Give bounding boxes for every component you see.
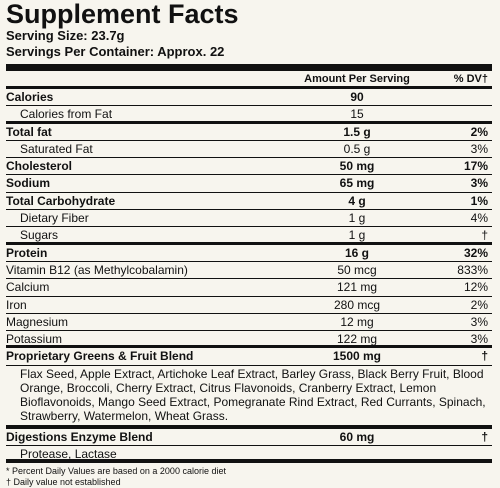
amount: 60 mg — [339, 429, 375, 444]
nutrient-name: Total fat — [6, 124, 52, 139]
nutrient-row: Calories 90 — [6, 89, 492, 107]
nutrient-name: Cholesterol — [6, 159, 73, 174]
nutrient-name: Protease, Lactase — [20, 447, 117, 462]
daily-value: 3% — [470, 314, 488, 329]
nutrient-name: Total Carbohydrate — [6, 193, 116, 208]
daily-value: 2% — [470, 297, 488, 312]
footnote: * Percent Daily Values are based on a 20… — [6, 466, 226, 477]
amount: 280 mcg — [333, 297, 381, 312]
amount: 122 mg — [336, 332, 378, 347]
amount: 1 g — [348, 211, 366, 226]
spacer — [292, 446, 422, 463]
nutrient-name: Potassium — [6, 332, 63, 347]
daily-value: 1% — [470, 193, 488, 208]
nutrient-name: Saturated Fat — [20, 141, 93, 156]
amount: 50 mcg — [337, 262, 377, 277]
footnote: † Daily value not established — [6, 477, 121, 488]
nutrient-row: Total fat 1.5 g 2% — [6, 124, 492, 141]
nutrient-name: Dietary Fiber — [20, 211, 89, 226]
amount: 4 g — [348, 193, 366, 208]
nutrient-row: Calcium 121 mg 12% — [6, 279, 492, 297]
amount: 0.5 g — [343, 141, 371, 156]
amount-header: Amount Per Serving — [304, 73, 410, 85]
title: Supplement Facts — [6, 0, 239, 29]
dv-header: % DV† — [453, 73, 488, 85]
nutrient-row: Protein 16 g 32% — [6, 245, 492, 262]
nutrient-name: Vitamin B12 (as Methylcobalamin) — [6, 262, 188, 277]
nutrient-row: Cholesterol 50 mg 17% — [6, 158, 492, 176]
nutrient-name: Digestions Enzyme Blend — [6, 429, 153, 444]
header-row: Amount Per Serving % DV† — [6, 71, 492, 89]
nutrient-name: Magnesium — [6, 314, 69, 329]
nutrient-row: Protease, Lactase — [6, 446, 492, 464]
serving-size: Serving Size: 23.7g — [6, 28, 125, 43]
nutrient-row: Magnesium 12 mg 3% — [6, 314, 492, 332]
nutrient-name: Sodium — [6, 176, 50, 191]
nutrient-row: Calories from Fat 15 — [6, 106, 492, 124]
servings-per-container: Servings Per Container: Approx. 22 — [6, 44, 225, 59]
daily-value: 32% — [463, 245, 488, 260]
nutrient-name: Iron — [6, 297, 27, 312]
nutrient-name: Calories — [6, 90, 54, 104]
nutrient-row: Digestions Enzyme Blend 60 mg † — [6, 429, 492, 447]
nutrient-row: Potassium 122 mg 3% — [6, 331, 492, 349]
daily-value: 12% — [463, 280, 488, 295]
nutrient-name: Calcium — [6, 280, 50, 295]
daily-value: 3% — [470, 141, 488, 156]
nutrient-row: Iron 280 mcg 2% — [6, 297, 492, 314]
amount: 16 g — [344, 245, 369, 260]
nutrient-name: Protein — [6, 245, 48, 260]
daily-value: 4% — [470, 211, 488, 226]
divider — [6, 64, 492, 71]
nutrient-row: Sugars 1 g † — [6, 227, 492, 245]
nutrient-row: Total Carbohydrate 4 g 1% — [6, 193, 492, 211]
amount: 1.5 g — [343, 124, 371, 139]
footnotes: * Percent Daily Values are based on a 20… — [6, 463, 492, 488]
amount: 65 mg — [339, 176, 375, 191]
nutrient-row: Vitamin B12 (as Methylcobalamin) 50 mcg 83… — [6, 262, 492, 280]
amount: 15 — [350, 107, 364, 122]
rows: Calories 90 Calories from Fat 15 Total fat 1.… — [6, 89, 492, 464]
daily-value: † — [481, 429, 488, 444]
nutrient-row: Proprietary Greens & Fruit Blend 1500 mg † — [6, 348, 492, 366]
amount: 90 — [350, 90, 364, 104]
nutrient-row: Dietary Fiber 1 g 4% — [6, 210, 492, 228]
daily-value: 2% — [470, 124, 488, 139]
daily-value: 3% — [470, 176, 488, 191]
amount: 1500 mg — [332, 349, 382, 364]
daily-value: 17% — [463, 159, 488, 174]
amount: 1 g — [348, 228, 366, 243]
daily-value: † — [481, 228, 488, 243]
daily-value: 3% — [470, 332, 488, 347]
nutrient-row: Saturated Fat 0.5 g 3% — [6, 141, 492, 159]
nutrient-row: Sodium 65 mg 3% — [6, 175, 492, 193]
amount: 50 mg — [339, 159, 375, 174]
nutrient-name: Proprietary Greens & Fruit Blend — [6, 349, 194, 364]
daily-value: 833% — [457, 262, 488, 277]
daily-value: † — [481, 349, 488, 364]
nutrient-name: Sugars — [20, 228, 59, 243]
amount: 12 mg — [340, 314, 374, 329]
amount: 121 mg — [336, 280, 378, 295]
ingredient-list: Flax Seed, Apple Extract, Artichoke Leaf… — [6, 366, 492, 429]
nutrient-name: Calories from Fat — [20, 107, 113, 122]
